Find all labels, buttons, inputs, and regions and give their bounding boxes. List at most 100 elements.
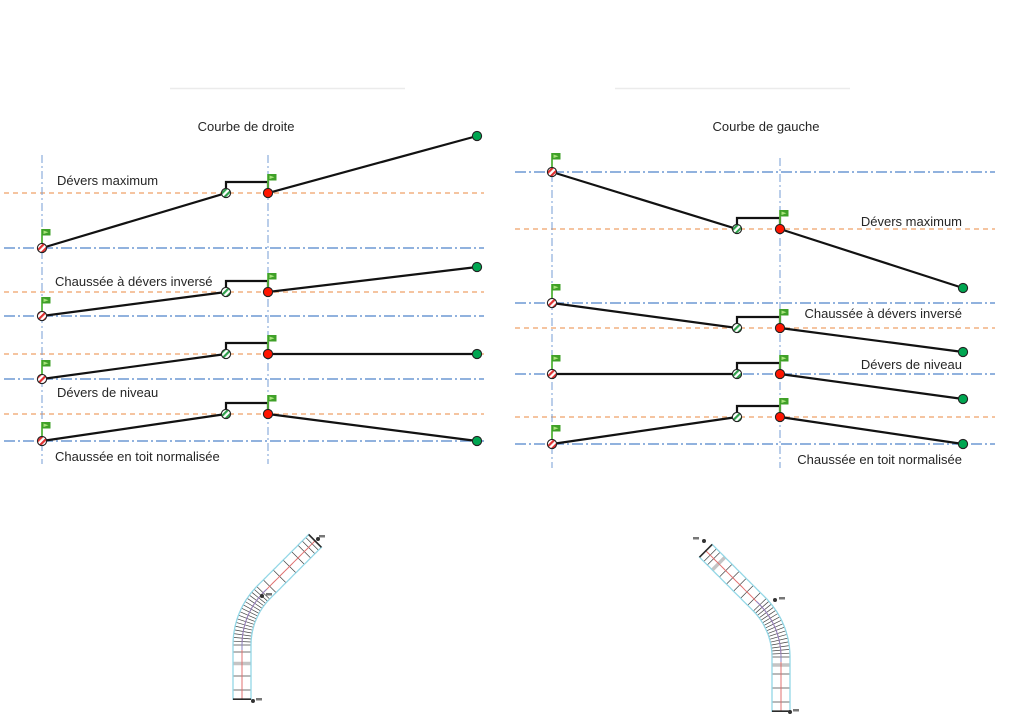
road-station-label [266, 593, 272, 596]
end-marker-icon [471, 435, 483, 447]
transition-start-marker-icon [731, 322, 743, 334]
end-marker-icon [957, 346, 969, 358]
end-marker-icon [957, 393, 969, 405]
road-edge-line [250, 546, 323, 700]
left-row-label-devers-inverse: Chaussée à dévers inversé [55, 274, 213, 289]
end-marker-icon [957, 438, 969, 450]
left-panel-title: Courbe de droite [197, 119, 295, 134]
devers-profile-line [41, 134, 478, 250]
start-marker-icon [36, 242, 48, 254]
start-marker-icon [546, 438, 558, 450]
road-edge-line [711, 543, 791, 712]
transition-end-marker-icon [262, 408, 274, 420]
devers-profile-line [552, 361, 964, 401]
devers-profile-line [41, 401, 478, 443]
flag-banner-arrow [269, 336, 275, 340]
transition-end-marker-icon [262, 187, 274, 199]
transition-start-marker-icon [220, 286, 232, 298]
flag-icon [41, 229, 51, 245]
road-edge-line [232, 533, 310, 700]
road-station-dot [702, 539, 706, 543]
start-marker-icon [546, 166, 558, 178]
transition-end-marker-icon [774, 368, 786, 380]
flag-icon [267, 335, 277, 351]
flag-icon [779, 398, 789, 414]
right-row-label-devers-de-niveau: Dévers de niveau [860, 357, 962, 372]
flag-banner-arrow [43, 298, 49, 302]
flag-banner-arrow [43, 361, 49, 365]
road-curve-centerline [241, 588, 268, 650]
road-endcap [308, 533, 322, 548]
courbe-de-droite-panel [4, 87, 484, 464]
road-station-dot [773, 598, 777, 602]
devers-profile-line [551, 301, 964, 354]
flag-banner-arrow [781, 310, 787, 314]
flag-banner-arrow [43, 423, 49, 427]
flag-icon [779, 355, 789, 371]
flag-icon [267, 395, 277, 411]
left-row-label-devers-maximum: Dévers maximum [57, 173, 159, 188]
flag-banner-arrow [43, 230, 49, 234]
flag-icon [41, 422, 51, 438]
flag-banner-arrow [781, 211, 787, 215]
devers-profile-line [41, 265, 478, 318]
flag-banner-arrow [781, 356, 787, 360]
transition-start-marker-icon [731, 368, 743, 380]
left-row-label-toit-normalisee: Chaussée en toit normalisée [55, 449, 220, 464]
right-panel-title: Courbe de gauche [712, 119, 820, 134]
road-station-dot [316, 537, 320, 541]
transition-end-marker-icon [262, 348, 274, 360]
flag-icon [551, 153, 561, 169]
road-station-label [319, 535, 325, 538]
right-row-label-devers-inverse: Chaussée à dévers inversé [804, 306, 962, 321]
flag-icon [551, 284, 561, 300]
devers-profile-line [41, 341, 477, 381]
transition-start-marker-icon [731, 223, 743, 235]
right-row-label-devers-maximum: Dévers maximum [860, 214, 962, 229]
road-station-dot [251, 699, 255, 703]
road-plan-right [693, 537, 799, 714]
road-endcap [698, 543, 713, 558]
courbe-de-gauche-panel [515, 87, 995, 468]
transition-start-marker-icon [731, 411, 743, 423]
road-station-label [779, 597, 785, 600]
road-station-dot [260, 594, 264, 598]
flag-icon [779, 309, 789, 325]
end-marker-icon [471, 130, 483, 142]
flag-icon [41, 297, 51, 313]
road-plan-left [232, 533, 325, 703]
flag-banner-arrow [269, 274, 275, 278]
road-station-label [693, 537, 699, 540]
transition-end-marker-icon [774, 223, 786, 235]
start-marker-icon [546, 368, 558, 380]
flag-banner-arrow [781, 399, 787, 403]
road-station-dot [788, 710, 792, 714]
flag-icon [267, 273, 277, 289]
flag-banner-arrow [553, 285, 559, 289]
road-station-label [256, 698, 262, 701]
flag-banner-arrow [553, 426, 559, 430]
road-station-label [793, 709, 799, 712]
start-marker-icon [36, 373, 48, 385]
flag-icon [551, 355, 561, 371]
flag-banner-arrow [269, 175, 275, 179]
left-row-label-devers-de-niveau: Dévers de niveau [57, 385, 159, 400]
end-marker-icon [471, 348, 483, 360]
start-marker-icon [36, 310, 48, 322]
flag-icon [41, 360, 51, 376]
start-marker-icon [36, 435, 48, 447]
end-marker-icon [957, 282, 969, 294]
end-marker-icon [471, 261, 483, 273]
flag-icon [551, 425, 561, 441]
flag-icon [267, 174, 277, 190]
transition-end-marker-icon [774, 411, 786, 423]
transition-end-marker-icon [262, 286, 274, 298]
devers-profile-line [551, 170, 964, 290]
devers-profile-line [551, 404, 964, 446]
transition-end-marker-icon [774, 322, 786, 334]
transition-start-marker-icon [220, 187, 232, 199]
road-edge-line [698, 556, 773, 712]
transition-start-marker-icon [220, 408, 232, 420]
